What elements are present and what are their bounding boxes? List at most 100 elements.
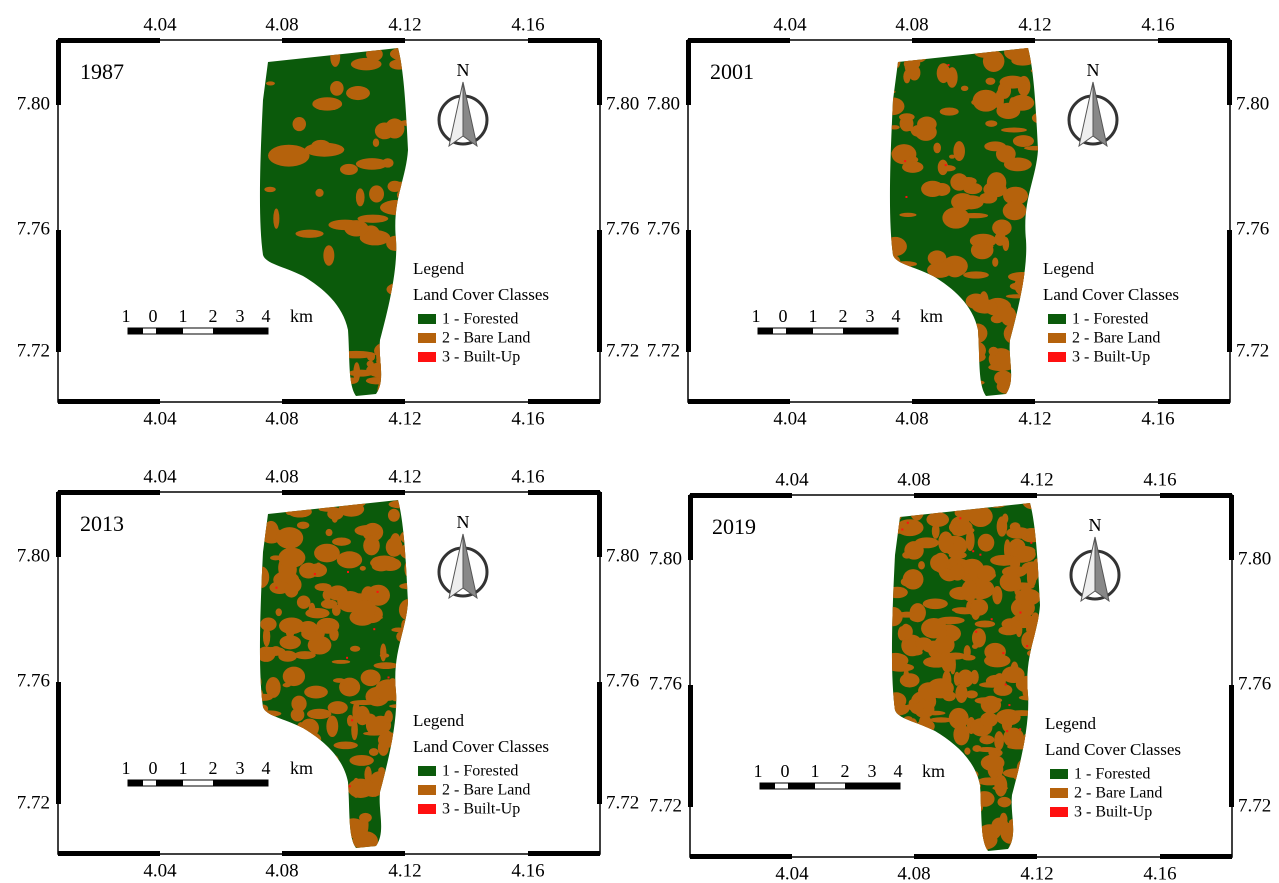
bare-land-patch: [963, 271, 989, 278]
x-tick-label: 4.16: [1143, 469, 1176, 490]
built-up-patch: [1006, 730, 1008, 732]
bare-land-patch: [297, 522, 309, 529]
bare-land-patch: [940, 107, 959, 115]
frame-bar: [597, 230, 602, 352]
scale-label: 3: [236, 306, 245, 326]
legend-swatch: [1048, 314, 1066, 324]
bare-land-patch: [305, 608, 329, 618]
bare-land-patch: [266, 81, 275, 85]
bare-land-patch: [385, 118, 404, 138]
legend-label: 3 - Built-Up: [442, 349, 520, 366]
frame-bar: [688, 495, 693, 560]
x-tick-label: 4.04: [775, 863, 809, 883]
scale-label: 1: [122, 758, 131, 778]
bare-land-patch: [926, 512, 949, 527]
x-tick-label: 4.16: [511, 860, 544, 881]
bare-land-patch: [263, 626, 270, 646]
bare-land-patch: [938, 531, 953, 553]
frame-bar: [686, 230, 691, 352]
legend-swatch: [418, 785, 436, 795]
panel-year: 2001: [710, 59, 754, 84]
frame-bar: [56, 682, 61, 804]
y-tick-label: 7.72: [1238, 795, 1271, 816]
panel-year: 1987: [80, 59, 124, 84]
scale-label: 1: [754, 761, 763, 781]
bare-land-patch: [988, 364, 1013, 371]
bare-land-patch: [966, 530, 975, 551]
bare-land-patch: [949, 708, 969, 729]
bare-land-patch: [386, 537, 403, 556]
scale-label: 1: [809, 306, 818, 326]
built-up-patch: [275, 587, 277, 589]
built-up-patch: [351, 719, 353, 721]
y-tick-label: 7.80: [17, 93, 50, 114]
bare-land-patch: [937, 63, 951, 83]
y-tick-label: 7.76: [1238, 673, 1271, 694]
legend-swatch: [418, 766, 436, 776]
frame-bar: [56, 230, 61, 352]
built-up-patch: [991, 618, 993, 620]
y-tick-label: 7.76: [1236, 218, 1269, 239]
built-up-patch: [1008, 704, 1010, 706]
x-tick-label: 4.16: [511, 466, 544, 487]
y-tick-label: 7.76: [647, 218, 680, 239]
bare-land-patch: [363, 536, 380, 556]
bare-land-patch: [1003, 201, 1027, 220]
bare-land-patch: [378, 739, 389, 755]
legend-label: 2 - Bare Land: [1072, 330, 1160, 347]
bare-land-patch: [963, 183, 982, 194]
bare-land-patch: [968, 506, 992, 527]
x-tick-label: 4.16: [511, 408, 544, 429]
y-tick-label: 7.72: [17, 792, 50, 813]
frame-bar: [1160, 854, 1232, 859]
bare-land-patch: [272, 646, 280, 650]
scale-label: 1: [811, 761, 820, 781]
scale-label: 2: [839, 306, 848, 326]
y-tick-label: 7.80: [1236, 93, 1269, 114]
bare-land-patch: [997, 797, 1011, 807]
bare-land-patch: [352, 778, 360, 798]
legend-label: 1 - Forested: [442, 763, 518, 780]
bare-land-patch: [1000, 813, 1008, 826]
frame-bar: [1229, 685, 1234, 807]
bare-land-patch: [947, 263, 954, 272]
bare-land-patch: [994, 731, 1004, 750]
bare-land-patch: [1004, 539, 1011, 559]
x-tick-label: 4.16: [511, 14, 544, 35]
x-tick-label: 4.08: [897, 469, 930, 490]
bare-land-patch: [382, 715, 390, 723]
frame-bar: [690, 854, 792, 859]
frame-bar: [282, 851, 405, 856]
x-tick-label: 4.08: [265, 860, 298, 881]
bare-land-patch: [942, 691, 955, 701]
bare-land-patch: [337, 551, 362, 568]
x-tick-label: 4.04: [143, 14, 177, 35]
bare-land-patch: [992, 219, 1012, 235]
bare-land-patch: [358, 215, 389, 223]
legend-swatch: [418, 352, 436, 362]
y-tick-label: 7.80: [606, 93, 639, 114]
bare-land-patch: [972, 628, 986, 647]
bare-land-patch: [355, 525, 381, 536]
bare-land-patch: [1013, 546, 1035, 556]
scale-label: 0: [781, 761, 790, 781]
scale-bar-seg: [128, 780, 143, 786]
built-up-patch: [347, 571, 349, 573]
scale-bar-seg: [156, 780, 183, 786]
bare-land-patch: [998, 626, 1019, 636]
frame-bar: [58, 399, 160, 404]
bare-land-patch: [1002, 514, 1008, 524]
bare-land-patch: [311, 140, 330, 152]
bare-land-patch: [326, 529, 333, 536]
x-tick-label: 4.04: [773, 408, 807, 429]
legend-label: 2 - Bare Land: [1074, 785, 1162, 802]
legend-swatch: [1048, 352, 1066, 362]
panel-year: 2019: [712, 514, 756, 539]
y-tick-label: 7.72: [17, 340, 50, 361]
bare-land-patch: [991, 315, 1004, 324]
bare-land-patch: [280, 635, 301, 649]
bare-land-patch: [973, 90, 999, 112]
built-up-patch: [1019, 728, 1021, 730]
bare-land-patch: [977, 565, 996, 581]
scale-label: km: [922, 761, 945, 781]
